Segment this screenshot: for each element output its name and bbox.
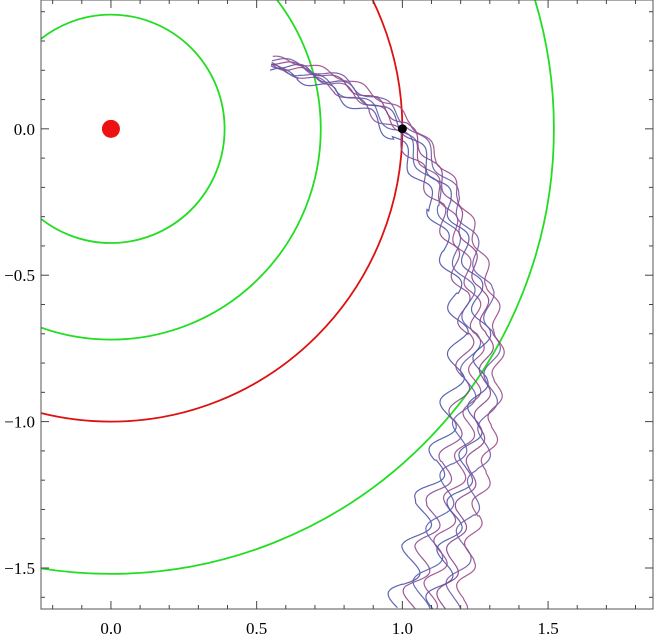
- plot-curves: [41, 0, 555, 609]
- trajectory-series-7: [271, 57, 501, 609]
- x-tick-label: 1.5: [537, 619, 558, 638]
- orbit-circle-2: [41, 0, 322, 341]
- x-tick-labels: 0.0 0.5 1.0 1.5: [100, 619, 558, 638]
- trajectory-series-3: [271, 61, 482, 609]
- y-tick-label: −1.5: [4, 559, 35, 578]
- plot-frame: [40, 0, 654, 610]
- trajectory-series-1: [269, 67, 469, 609]
- y-tick-label: −1.0: [4, 413, 35, 432]
- y-tick-label: 0.0: [14, 120, 35, 139]
- tick-marks: [41, 0, 653, 609]
- start-point-marker: [397, 124, 407, 134]
- plot-markers: [101, 119, 407, 138]
- x-tick-label: 1.0: [392, 619, 413, 638]
- trajectory-series-5: [270, 63, 492, 609]
- trajectory-series-8: [272, 55, 505, 609]
- orbit-circle-3: [41, 0, 404, 423]
- x-tick-label: 0.0: [100, 619, 121, 638]
- y-tick-label: −0.5: [4, 266, 35, 285]
- orbit-circle-4: [41, 0, 555, 575]
- x-tick-label: 0.5: [246, 619, 267, 638]
- y-tick-labels: 0.0 −0.5 −1.0 −1.5: [4, 120, 35, 578]
- trajectory-series-6: [271, 61, 494, 609]
- trajectory-series-4: [270, 63, 485, 609]
- trajectory-series-2: [271, 64, 475, 609]
- orbit-circle-1: [41, 13, 226, 244]
- plot-axes: [40, 0, 654, 610]
- central-body-marker: [101, 119, 120, 138]
